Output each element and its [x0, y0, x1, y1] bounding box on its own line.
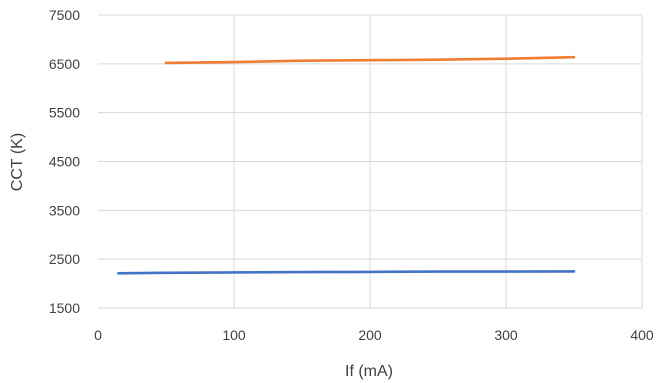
x-tick-labels: 0 100 200 300 400 — [94, 327, 654, 343]
y-tick-label: 3500 — [49, 202, 80, 218]
x-tick-label: 0 — [94, 327, 102, 343]
series-line-2 — [117, 270, 576, 275]
series-lines — [117, 55, 576, 275]
x-gridlines — [233, 15, 643, 308]
y-tick-label: 1500 — [49, 300, 80, 316]
y-tick-label: 4500 — [49, 154, 80, 170]
y-axis-label: CCT (K) — [9, 133, 26, 191]
x-tick-label: 100 — [222, 327, 246, 343]
y-tick-label: 7500 — [49, 7, 80, 23]
x-tick-label: 200 — [358, 327, 382, 343]
y-tick-label: 6500 — [49, 56, 80, 72]
x-tick-label: 300 — [494, 327, 518, 343]
y-tick-label: 5500 — [49, 105, 80, 121]
y-tick-label: 2500 — [49, 251, 80, 267]
series-line-1 — [164, 55, 576, 65]
x-axis-label: If (mA) — [345, 363, 393, 380]
y-tick-labels: 1500 2500 3500 4500 5500 6500 7500 — [49, 7, 80, 316]
x-tick-label: 400 — [630, 327, 654, 343]
